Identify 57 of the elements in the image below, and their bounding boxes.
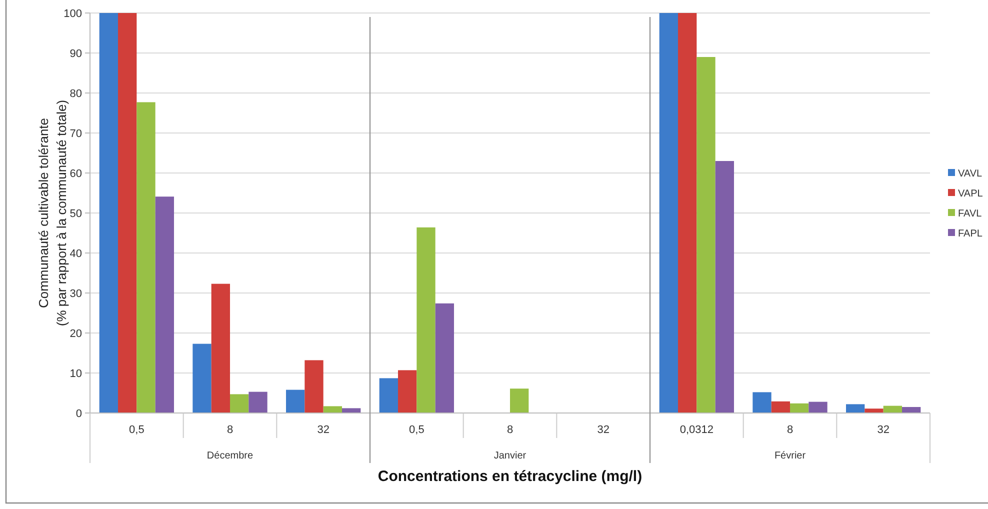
bar xyxy=(136,102,156,413)
x-tick-label: 8 xyxy=(226,424,234,436)
legend-label: VAPL xyxy=(958,188,984,200)
y-tick-label: 10 xyxy=(70,368,82,380)
bar xyxy=(696,57,716,413)
y-tick-label: 20 xyxy=(70,328,82,340)
x-axis-title: Concentrations en tétracycline (mg/l) xyxy=(378,468,642,485)
bar xyxy=(248,392,268,413)
y-tick-label: 90 xyxy=(70,48,82,60)
bar xyxy=(846,404,865,413)
bar xyxy=(678,13,697,413)
bar xyxy=(435,303,454,413)
bar xyxy=(510,388,529,413)
x-tick-label: 32 xyxy=(317,424,330,436)
x-tick-label: 32 xyxy=(877,424,890,436)
x-tick-label: 0,5 xyxy=(129,424,144,436)
bar xyxy=(902,407,921,413)
bar xyxy=(771,401,790,413)
bar xyxy=(323,406,342,413)
bar xyxy=(211,284,230,413)
bar xyxy=(790,403,809,413)
y-tick-label: 30 xyxy=(70,288,82,300)
legend-label: FAPL xyxy=(958,228,983,240)
y-tick-label: 0 xyxy=(76,408,82,420)
y-tick-label: 40 xyxy=(70,248,82,260)
bar xyxy=(379,378,398,413)
bar xyxy=(304,360,324,413)
bar xyxy=(118,13,137,413)
bar xyxy=(416,227,436,413)
y-tick-label: 50 xyxy=(70,208,82,220)
bar xyxy=(715,161,734,413)
x-tick-label: 0,5 xyxy=(409,424,424,436)
bar xyxy=(398,370,417,413)
x-tick-label: 32 xyxy=(597,424,610,436)
bar xyxy=(659,13,678,413)
x-tick-label: 0,0312 xyxy=(680,424,714,436)
legend-label: VAVL xyxy=(958,168,983,180)
text: Janvier xyxy=(494,450,527,462)
y-tick-label: 70 xyxy=(70,128,82,140)
y-tick-label: 100 xyxy=(64,8,82,20)
x-tick-label: 8 xyxy=(786,424,794,436)
y-tick-label: 80 xyxy=(70,88,82,100)
bar xyxy=(342,408,361,413)
bar xyxy=(286,390,305,413)
bar xyxy=(99,13,118,413)
bar xyxy=(192,344,212,413)
bar xyxy=(864,408,884,413)
bar xyxy=(808,402,828,413)
text: Février xyxy=(774,450,806,462)
bar xyxy=(155,196,174,413)
y-axis-title: Communauté cultivable tolérante (% par rapport à la communauté totale) xyxy=(36,100,69,326)
x-tick-label: 8 xyxy=(506,424,514,436)
bar xyxy=(230,394,249,413)
y-tick-label: 60 xyxy=(70,168,82,180)
bar xyxy=(752,392,772,413)
legend-label: FAVL xyxy=(958,208,982,220)
text: Décembre xyxy=(206,450,254,462)
